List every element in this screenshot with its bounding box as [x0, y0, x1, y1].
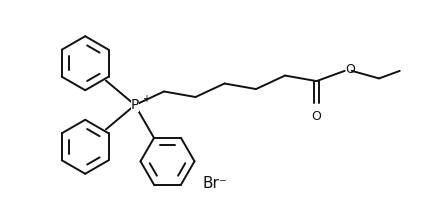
Text: +: +	[142, 94, 150, 104]
Text: O: O	[312, 110, 322, 123]
Text: P: P	[131, 98, 139, 112]
Text: Br⁻: Br⁻	[202, 176, 227, 191]
Text: O: O	[346, 63, 356, 76]
